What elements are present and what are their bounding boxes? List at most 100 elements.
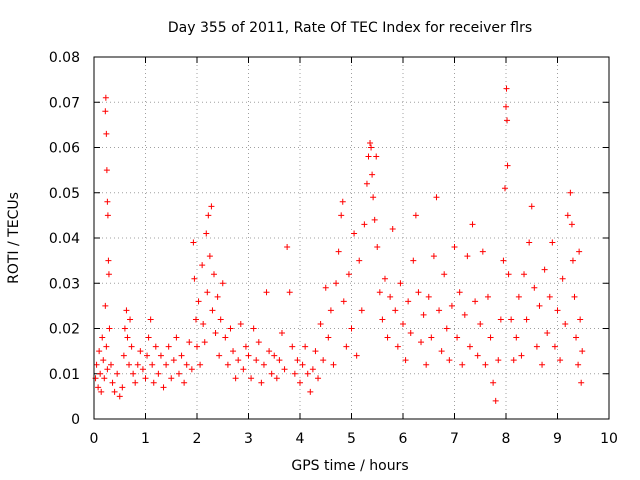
data-point xyxy=(192,316,199,323)
data-point xyxy=(484,293,491,300)
data-point xyxy=(258,379,265,386)
data-point xyxy=(420,311,427,318)
data-point xyxy=(157,352,164,359)
data-point xyxy=(562,320,569,327)
data-point xyxy=(533,343,540,350)
data-point xyxy=(142,375,149,382)
data-point xyxy=(456,289,463,296)
data-point xyxy=(577,316,584,323)
data-point xyxy=(268,370,275,377)
data-point xyxy=(338,212,345,219)
data-point xyxy=(235,357,242,364)
data-point xyxy=(567,189,574,196)
data-point xyxy=(93,361,100,368)
data-point xyxy=(459,361,466,368)
data-point xyxy=(464,253,471,260)
data-point xyxy=(531,284,538,291)
data-point xyxy=(446,357,453,364)
y-tick-label: 0.02 xyxy=(49,322,80,338)
data-point xyxy=(451,244,458,251)
data-point xyxy=(410,257,417,264)
data-point xyxy=(105,271,112,278)
data-point xyxy=(438,348,445,355)
data-point xyxy=(518,352,525,359)
data-point xyxy=(501,185,508,192)
chart-title: Day 355 of 2011, Rate Of TEC Index for r… xyxy=(168,20,532,36)
data-point xyxy=(504,117,511,124)
data-point xyxy=(240,366,247,373)
data-point xyxy=(216,352,223,359)
data-point xyxy=(145,334,152,341)
data-point xyxy=(379,316,386,323)
data-point xyxy=(304,370,311,377)
data-point xyxy=(281,366,288,373)
data-point xyxy=(333,280,340,287)
data-point xyxy=(204,289,211,296)
data-point xyxy=(147,316,154,323)
data-point xyxy=(286,289,293,296)
data-point xyxy=(271,352,278,359)
data-point xyxy=(415,289,422,296)
data-point xyxy=(255,339,262,346)
data-point xyxy=(250,325,257,332)
data-point xyxy=(461,311,468,318)
data-point xyxy=(242,343,249,350)
data-point xyxy=(130,370,137,377)
data-point xyxy=(137,348,144,355)
data-point xyxy=(103,130,110,137)
data-point xyxy=(103,167,110,174)
data-point xyxy=(165,343,172,350)
data-point xyxy=(120,352,127,359)
data-point xyxy=(370,194,377,201)
data-point xyxy=(101,375,108,382)
data-point xyxy=(495,357,502,364)
data-point xyxy=(503,85,510,92)
data-point xyxy=(320,357,327,364)
data-point xyxy=(102,108,109,115)
data-point xyxy=(128,343,135,350)
data-point xyxy=(210,271,217,278)
data-point xyxy=(394,343,401,350)
data-point xyxy=(144,352,151,359)
data-point xyxy=(373,153,380,160)
data-point xyxy=(578,379,585,386)
data-point xyxy=(315,375,322,382)
data-point xyxy=(335,248,342,255)
grid-lines xyxy=(94,57,609,419)
data-point xyxy=(132,379,139,386)
data-point xyxy=(536,302,543,309)
data-point xyxy=(203,230,210,237)
data-point xyxy=(443,325,450,332)
x-tick-label: 2 xyxy=(193,431,202,447)
data-point xyxy=(503,103,509,110)
data-point xyxy=(474,352,481,359)
data-point xyxy=(487,334,494,341)
data-point xyxy=(104,366,111,373)
data-point xyxy=(490,379,497,386)
y-tick-label: 0.01 xyxy=(49,367,80,383)
data-point xyxy=(546,293,553,300)
data-point xyxy=(508,316,515,323)
data-point xyxy=(322,284,329,291)
data-point xyxy=(201,339,208,346)
data-point xyxy=(564,212,571,219)
x-axis-label: GPS time / hours xyxy=(291,458,408,474)
y-tick-label: 0.05 xyxy=(49,186,80,202)
y-tick-label: 0.04 xyxy=(49,231,80,247)
data-point xyxy=(407,330,414,337)
data-point xyxy=(573,334,580,341)
data-point xyxy=(116,393,123,400)
data-point xyxy=(351,230,358,237)
data-points xyxy=(92,85,586,404)
data-point xyxy=(569,257,576,264)
x-tick-label: 8 xyxy=(502,431,511,447)
data-point xyxy=(121,325,128,332)
data-point xyxy=(549,239,556,246)
data-point xyxy=(160,384,167,391)
data-point xyxy=(155,370,162,377)
data-point xyxy=(181,379,188,386)
data-point xyxy=(510,357,517,364)
data-point xyxy=(284,244,291,251)
data-point xyxy=(428,334,435,341)
data-point xyxy=(405,298,412,305)
